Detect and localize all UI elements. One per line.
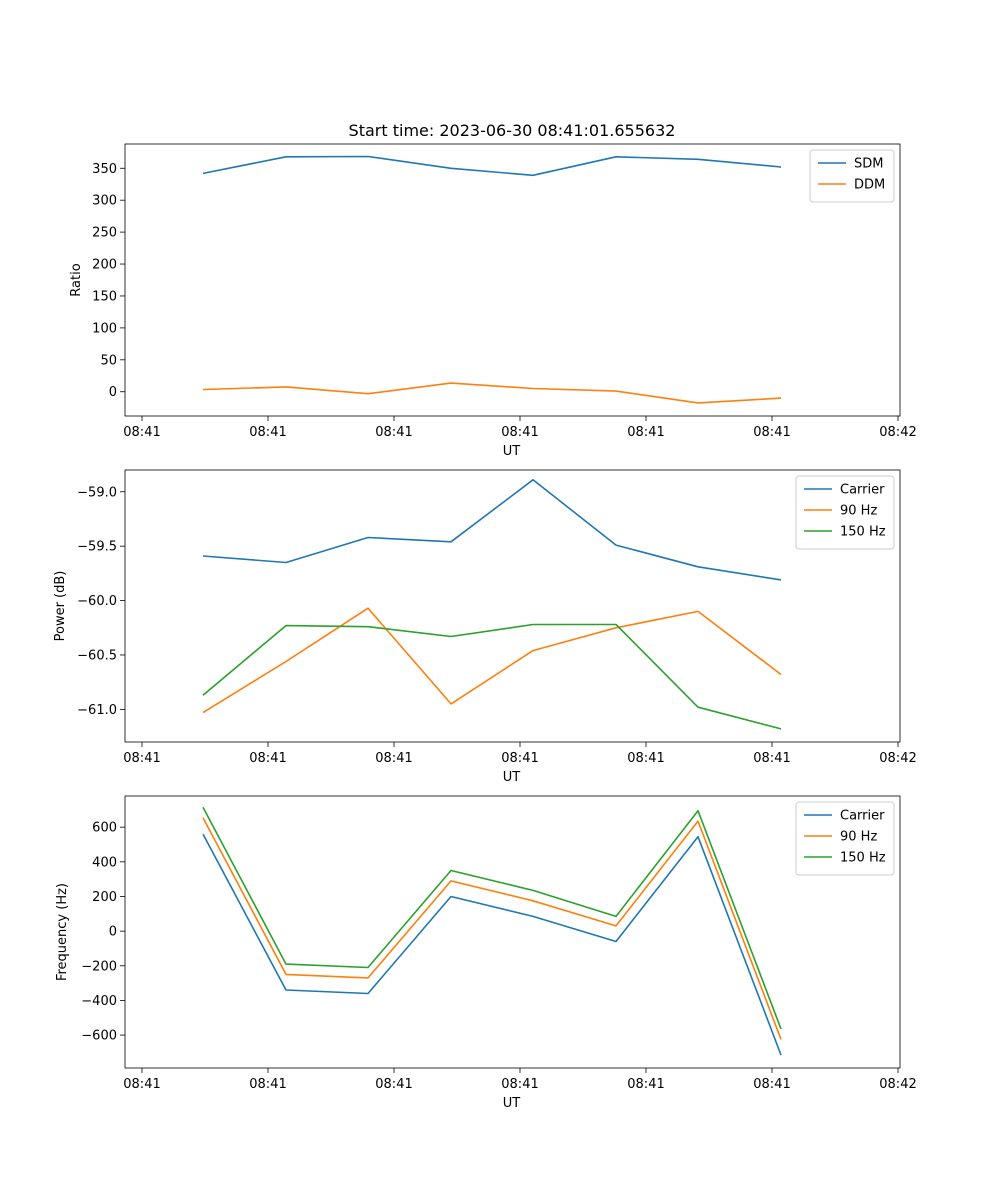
x-tick-label: 08:41 <box>627 1077 664 1092</box>
series-line-150-hz <box>202 806 782 1030</box>
x-tick-label: 08:41 <box>375 425 412 440</box>
series-line-sdm <box>202 155 782 177</box>
x-tick-label: 08:41 <box>501 1077 538 1092</box>
series-line-ddm <box>202 382 782 404</box>
y-tick-label: −200 <box>81 959 117 974</box>
x-tick-label: 08:42 <box>879 425 916 440</box>
chart-title: Start time: 2023-06-30 08:41:01.655632 <box>349 121 676 140</box>
y-tick-label: −60.5 <box>77 648 117 663</box>
x-tick-label: 08:41 <box>123 751 160 766</box>
y-tick-label: −600 <box>81 1029 117 1044</box>
x-tick-label: 08:41 <box>249 425 286 440</box>
series-line-150-hz <box>202 623 782 730</box>
y-tick-label: 350 <box>92 162 117 177</box>
y-tick-label: 200 <box>92 890 117 905</box>
y-axis-label: Ratio <box>69 263 84 296</box>
legend-label: SDM <box>854 157 883 172</box>
x-tick-label: 08:41 <box>753 1077 790 1092</box>
subplot-2: 08:41 08:41 08:41 08:41 08:41 08:41 08:42 −61.0… <box>53 469 917 785</box>
legend-label: 150 Hz <box>840 525 886 540</box>
axes-frame <box>124 143 901 417</box>
y-tick-label: −61.0 <box>77 703 117 718</box>
x-tick-label: 08:41 <box>501 751 538 766</box>
x-tick-label: 08:42 <box>879 751 916 766</box>
series-line-carrier <box>202 833 782 1056</box>
y-tick-label: −400 <box>81 994 117 1009</box>
y-tick-label: 150 <box>92 289 117 304</box>
x-tick-label: 08:41 <box>375 1077 412 1092</box>
series-line-carrier <box>202 478 782 581</box>
legend-label: Carrier <box>840 809 885 824</box>
plots-container: 08:41 08:41 08:41 08:41 08:41 08:41 08:42 0 50 10… <box>53 143 917 1111</box>
y-tick-label: −59.0 <box>77 485 117 500</box>
y-tick-label: −60.0 <box>77 594 117 609</box>
x-axis-label: UT <box>503 770 521 785</box>
x-tick-label: 08:41 <box>249 1077 286 1092</box>
x-tick-label: 08:42 <box>879 1077 916 1092</box>
x-tick-label: 08:41 <box>627 425 664 440</box>
y-tick-label: 100 <box>92 321 117 336</box>
axes-frame <box>124 795 901 1069</box>
legend-label: DDM <box>854 178 885 193</box>
x-tick-label: 08:41 <box>501 425 538 440</box>
legend-label: 90 Hz <box>840 830 877 845</box>
subplot-1: 08:41 08:41 08:41 08:41 08:41 08:41 08:42 0 50 10… <box>69 143 917 459</box>
x-tick-label: 08:41 <box>123 425 160 440</box>
series-line-90-hz <box>202 817 782 1040</box>
x-tick-label: 08:41 <box>753 425 790 440</box>
legend-label: 150 Hz <box>840 851 886 866</box>
y-tick-label: 0 <box>109 925 117 940</box>
y-axis-label: Power (dB) <box>53 571 68 642</box>
x-tick-label: 08:41 <box>375 751 412 766</box>
x-axis-label: UT <box>503 444 521 459</box>
x-tick-label: 08:41 <box>123 1077 160 1092</box>
legend-label: 90 Hz <box>840 504 877 519</box>
x-axis-label: UT <box>503 1096 521 1111</box>
y-tick-label: 300 <box>92 194 117 209</box>
y-tick-label: 600 <box>92 821 117 836</box>
series-line-90-hz <box>202 607 782 714</box>
y-tick-label: 50 <box>100 353 117 368</box>
y-tick-label: 200 <box>92 258 117 273</box>
x-tick-label: 08:41 <box>249 751 286 766</box>
axes-frame <box>124 469 901 743</box>
y-tick-label: 250 <box>92 226 117 241</box>
x-tick-label: 08:41 <box>627 751 664 766</box>
y-axis-label: Frequency (Hz) <box>55 883 70 981</box>
y-tick-label: 400 <box>92 855 117 870</box>
y-tick-label: −59.5 <box>77 540 117 555</box>
legend-label: Carrier <box>840 483 885 498</box>
subplot-3: 08:41 08:41 08:41 08:41 08:41 08:41 08:42 −600 −… <box>55 795 917 1111</box>
y-tick-label: 0 <box>109 385 117 400</box>
x-tick-label: 08:41 <box>753 751 790 766</box>
